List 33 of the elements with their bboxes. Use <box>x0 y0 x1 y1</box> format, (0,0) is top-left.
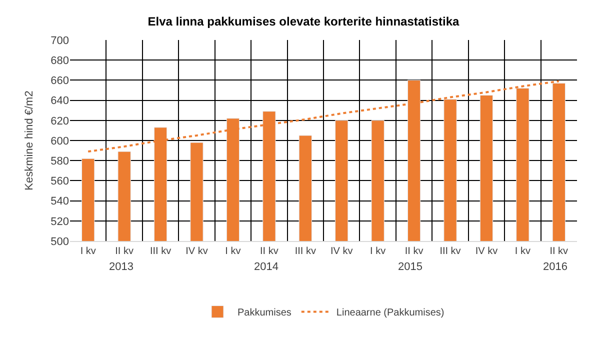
y-tick-label: 500 <box>50 236 69 248</box>
x-tick-label: II kv <box>404 246 424 257</box>
y-tick-label: 540 <box>50 196 69 208</box>
x-tick-label: II kv <box>115 246 134 257</box>
y-axis-title: Keskmine hind €/m2 <box>23 90 36 190</box>
y-tick-label: 560 <box>50 176 69 188</box>
x-tick-label: I kv <box>514 246 530 257</box>
text: 2015 <box>398 261 422 273</box>
y-tick-label: 700 <box>50 34 69 47</box>
x-tick-label: II kv <box>550 246 568 257</box>
y-tick-label: 620 <box>50 115 69 128</box>
chart-title: Elva linna pakkumises olevate korterite hinnastatistika <box>148 14 460 28</box>
x-tick-label: I kv <box>80 246 96 257</box>
y-tick-label: 580 <box>50 155 69 168</box>
x-tick-label: IV kv <box>475 246 498 257</box>
x-tick-label: IV kv <box>186 246 208 257</box>
y-tick-label: 600 <box>50 135 69 148</box>
y-tick-label: 680 <box>50 54 69 67</box>
x-tick-label: III kv <box>294 246 316 257</box>
text: 2016 <box>543 261 568 273</box>
y-tick-label: 640 <box>50 95 69 108</box>
y-tick-label: 520 <box>50 216 69 228</box>
x-tick-label: III kv <box>440 246 461 257</box>
legend-label: Lineaarne (Pakkumises) <box>336 308 444 319</box>
x-tick-label: I kv <box>370 246 386 257</box>
x-tick-label: I kv <box>225 246 241 257</box>
x-tick-label: III kv <box>150 246 172 257</box>
y-tick-label: 660 <box>50 75 69 88</box>
x-tick-label: II kv <box>260 246 278 257</box>
text: 2014 <box>254 261 278 273</box>
legend-label: Pakkumises <box>238 308 292 319</box>
x-tick-label: IV kv <box>330 246 353 257</box>
text: 2013 <box>109 261 134 273</box>
